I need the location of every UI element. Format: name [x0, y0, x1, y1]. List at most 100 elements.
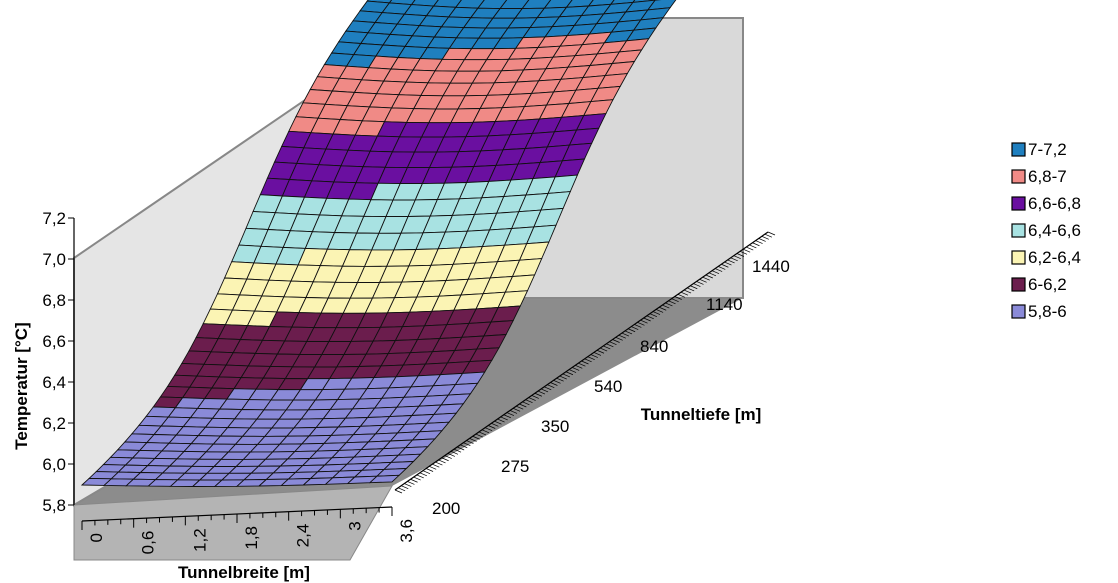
x-axis: 0 0,6 1,2 1,8 2,4 3 3,6: [81, 506, 416, 554]
y-tick-mark: [708, 272, 717, 277]
y-tick-mark: [404, 483, 412, 487]
y-tick-mark: [500, 416, 508, 421]
y-tick-mark: [727, 259, 735, 264]
y-tick-mark: [547, 384, 555, 388]
y-tick-mark: [761, 235, 769, 240]
y-tick-mark: [444, 455, 452, 459]
y-tick-mark: [553, 380, 561, 384]
y-axis-title: Tunneltiefe [m]: [641, 405, 762, 424]
y-tick-mark: [584, 358, 592, 363]
y-tick-mark: [438, 459, 446, 464]
legend-label: 6,4-6,6: [1028, 221, 1081, 240]
y-tick-mark: [562, 373, 570, 378]
y-tick-mark: [581, 360, 589, 365]
y-tick-mark: [494, 420, 502, 425]
legend-swatch: [1011, 169, 1026, 184]
y-tick-mark: [627, 328, 636, 333]
y-tick-mark: [634, 324, 642, 328]
y-tick-mark: [537, 390, 546, 395]
y-tick-mark: [612, 339, 620, 343]
y-tick-mark: [668, 300, 676, 305]
legend-swatch: [1011, 196, 1026, 211]
y-tick-mark: [509, 410, 518, 414]
y-tick-mark: [422, 470, 431, 474]
y-tick-mark: [752, 242, 760, 247]
z-axis: 5,8 6,0 6,2 6,4 6,6 6,8 7,0 7,2: [42, 209, 75, 515]
y-tick-mark: [624, 330, 633, 335]
y-tick-mark: [742, 248, 751, 253]
y-tick-mark: [540, 388, 549, 393]
y-tick-mark: [724, 261, 732, 266]
z-tick-label: 6,8: [42, 291, 66, 310]
y-tick-mark: [736, 253, 745, 257]
y-tick-mark: [419, 472, 428, 477]
y-tick-mark: [674, 296, 682, 300]
legend-swatch: [1011, 277, 1026, 292]
y-tick-mark: [516, 405, 524, 410]
y-tick-mark: [531, 395, 539, 399]
y-tick-label: 1440: [752, 257, 790, 276]
y-tick-mark: [646, 315, 654, 320]
y-tick-mark: [401, 485, 409, 490]
y-tick-mark: [453, 448, 462, 453]
y-tick-mark: [687, 287, 695, 292]
y-tick-mark: [447, 453, 455, 457]
y-tick-mark: [463, 442, 471, 447]
y-tick-mark: [637, 321, 645, 326]
y-tick-mark: [413, 476, 421, 481]
y-tick-mark: [652, 311, 661, 315]
y-tick-mark: [764, 233, 773, 238]
y-tick-mark: [410, 478, 418, 483]
y-tick-mark: [544, 386, 552, 391]
y-tick-mark: [711, 270, 720, 275]
y-tick-mark: [556, 377, 564, 382]
z-axis-title: Temperatur [°C]: [12, 322, 31, 449]
y-tick-mark: [593, 352, 602, 356]
y-tick-mark: [715, 268, 723, 272]
y-tick-mark: [621, 332, 630, 337]
y-tick-mark: [746, 246, 754, 251]
y-tick-mark: [519, 403, 527, 408]
legend-label: 6,8-7: [1028, 167, 1067, 186]
y-tick-mark: [441, 457, 449, 462]
y-tick-mark: [609, 341, 617, 345]
y-tick-mark: [450, 450, 459, 455]
y-tick-mark: [683, 289, 692, 294]
y-tick-mark: [491, 423, 499, 427]
y-tick-mark: [606, 343, 614, 348]
y-tick-mark: [733, 255, 741, 259]
z-tick-label: 6,6: [42, 332, 66, 351]
surface-cell: [368, 474, 401, 484]
y-tick-mark: [693, 283, 701, 287]
z-tick-label: 6,2: [42, 414, 66, 433]
legend-label: 7-7,2: [1028, 140, 1067, 159]
y-tick-label: 840: [640, 337, 668, 356]
z-tick-label: 7,2: [42, 209, 66, 228]
x-tick-label: 3: [345, 521, 364, 530]
y-tick-mark: [488, 425, 496, 429]
y-tick-mark: [705, 274, 713, 279]
legend: 7-7,2 6,8-7 6,6-6,8 6,4-6,6 6,2-6,4 6-6,2 5,8-…: [1011, 140, 1081, 321]
legend-label: 6,6-6,8: [1028, 194, 1081, 213]
legend-swatch: [1011, 304, 1026, 319]
y-tick-mark: [575, 364, 583, 369]
y-tick-mark: [680, 291, 689, 296]
y-tick-mark: [432, 463, 440, 468]
y-tick-label: 540: [594, 377, 622, 396]
legend-swatch: [1011, 142, 1026, 157]
y-tick-mark: [615, 337, 623, 341]
y-tick-mark: [767, 231, 776, 236]
y-tick-mark: [730, 257, 738, 262]
y-tick-mark: [662, 304, 670, 309]
y-tick-mark: [572, 367, 580, 371]
y-tick-label: 275: [501, 457, 529, 476]
y-tick-mark: [640, 319, 648, 324]
z-tick-label: 6,0: [42, 455, 66, 474]
legend-label: 6,2-6,4: [1028, 248, 1081, 267]
y-tick-mark: [755, 240, 763, 244]
y-tick-mark: [475, 433, 483, 438]
y-tick-mark: [397, 487, 406, 492]
y-tick-mark: [512, 407, 521, 412]
y-tick-mark: [671, 298, 679, 302]
